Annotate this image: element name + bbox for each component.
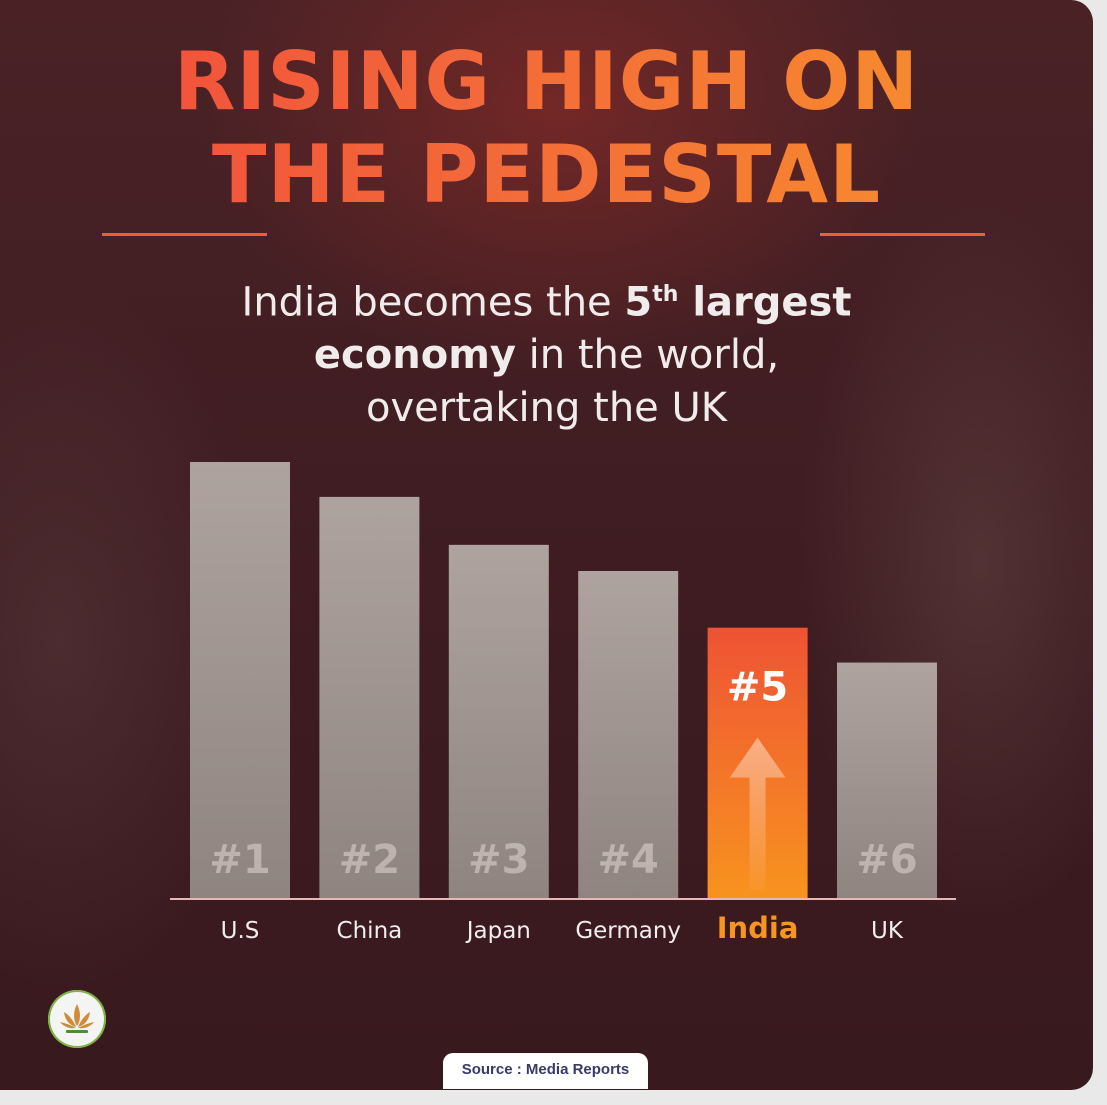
title-line-1: RISING HIGH ON (0, 42, 1093, 122)
subtitle-line-2: economy in the world, (0, 329, 1093, 382)
subtitle: India becomes the 5th largest economy in… (0, 268, 1093, 435)
subtitle-line-3: overtaking the UK (366, 385, 727, 432)
subtitle-bold-largest: largest (678, 279, 852, 326)
economy-ranking-bar-chart: #1 U.S #2 China #3 Japan #4 Germany #5 India #6 UK (170, 462, 956, 945)
category-label-germany: Germany (575, 918, 681, 944)
bar-u-s (190, 462, 290, 898)
rank-label-india: #5 (727, 665, 788, 711)
bar-china (319, 496, 420, 898)
rank-label-u-s: #1 (209, 837, 270, 883)
bar-japan (448, 544, 549, 898)
subtitle-text: in the world, (515, 332, 780, 379)
party-logo (48, 990, 106, 1048)
category-label-uk: UK (871, 918, 904, 944)
category-label-japan: Japan (465, 918, 531, 944)
decorative-line-right (820, 233, 985, 236)
category-label-india: India (717, 911, 799, 945)
infographic-card: RISING HIGH ON THE PEDESTAL India become… (0, 0, 1093, 1090)
subtitle-bold-economy: economy (313, 332, 516, 379)
rank-label-germany: #4 (598, 837, 659, 883)
subtitle-line-1: India becomes the 5th largest (0, 268, 1093, 329)
rank-label-china: #2 (339, 837, 400, 883)
bar-germany (578, 571, 679, 898)
title-line-2: THE PEDESTAL (0, 135, 1093, 215)
subtitle-rank-suffix: th (652, 282, 679, 307)
rank-label-japan: #3 (468, 837, 529, 883)
lotus-icon (60, 1004, 94, 1033)
up-arrow-icon (729, 737, 786, 890)
subtitle-rank-number: 5 (624, 279, 653, 326)
category-label-u-s: U.S (221, 918, 260, 944)
decorative-line-left (102, 233, 267, 236)
source-badge: Source : Media Reports (443, 1053, 648, 1089)
category-label-china: China (337, 918, 403, 944)
rank-label-uk: #6 (856, 837, 917, 883)
subtitle-text: India becomes the (241, 279, 625, 326)
bar-uk (837, 662, 937, 898)
